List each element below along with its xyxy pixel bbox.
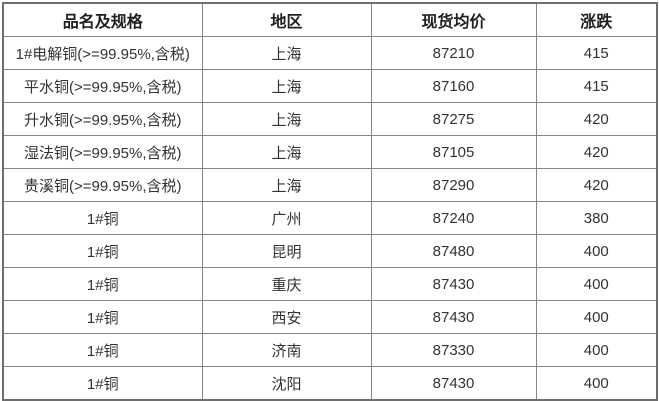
header-cell-region: 地区 (201, 2, 372, 37)
cell-spec: 1#铜 (2, 300, 203, 334)
cell-region: 上海 (201, 135, 372, 169)
cell-change: 400 (535, 267, 658, 301)
cell-region: 昆明 (201, 234, 372, 268)
cell-price: 87210 (370, 36, 537, 70)
cell-price: 87275 (370, 102, 537, 136)
cell-price: 87240 (370, 201, 537, 235)
cell-price: 87330 (370, 333, 537, 367)
cell-price: 87290 (370, 168, 537, 202)
cell-region: 上海 (201, 102, 372, 136)
cell-region: 济南 (201, 333, 372, 367)
cell-spec: 1#铜 (2, 366, 203, 401)
cell-spec: 贵溪铜(>=99.95%,含税) (2, 168, 203, 202)
cell-change: 415 (535, 69, 658, 103)
table-row: 1#电解铜(>=99.95%,含税) 上海 87210 415 (2, 36, 658, 70)
cell-region: 重庆 (201, 267, 372, 301)
cell-region: 西安 (201, 300, 372, 334)
cell-change: 400 (535, 234, 658, 268)
cell-change: 415 (535, 36, 658, 70)
cell-price: 87105 (370, 135, 537, 169)
cell-spec: 1#电解铜(>=99.95%,含税) (2, 36, 203, 70)
table-header-row: 品名及规格 地区 现货均价 涨跌 (2, 2, 658, 37)
header-cell-price: 现货均价 (370, 2, 537, 37)
cell-region: 上海 (201, 168, 372, 202)
cell-price: 87430 (370, 366, 537, 401)
cell-change: 380 (535, 201, 658, 235)
cell-spec: 1#铜 (2, 333, 203, 367)
cell-change: 400 (535, 300, 658, 334)
table-row: 1#铜 重庆 87430 400 (2, 267, 658, 301)
cell-region: 上海 (201, 36, 372, 70)
table-row: 平水铜(>=99.95%,含税) 上海 87160 415 (2, 69, 658, 103)
cell-spec: 湿法铜(>=99.95%,含税) (2, 135, 203, 169)
header-cell-change: 涨跌 (535, 2, 658, 37)
cell-change: 420 (535, 102, 658, 136)
cell-change: 420 (535, 168, 658, 202)
cell-spec: 平水铜(>=99.95%,含税) (2, 69, 203, 103)
table-row: 湿法铜(>=99.95%,含税) 上海 87105 420 (2, 135, 658, 169)
cell-change: 420 (535, 135, 658, 169)
table-row: 贵溪铜(>=99.95%,含税) 上海 87290 420 (2, 168, 658, 202)
cell-spec: 1#铜 (2, 267, 203, 301)
table-row: 1#铜 昆明 87480 400 (2, 234, 658, 268)
header-cell-spec: 品名及规格 (2, 2, 203, 37)
table-row: 1#铜 广州 87240 380 (2, 201, 658, 235)
table-row: 1#铜 沈阳 87430 400 (2, 366, 658, 401)
price-table-body: 1#电解铜(>=99.95%,含税) 上海 87210 415 平水铜(>=99.95%… (2, 36, 658, 401)
cell-region: 广州 (201, 201, 372, 235)
cell-spec: 1#铜 (2, 201, 203, 235)
table-row: 1#铜 西安 87430 400 (2, 300, 658, 334)
cell-region: 上海 (201, 69, 372, 103)
cell-price: 87480 (370, 234, 537, 268)
cell-region: 沈阳 (201, 366, 372, 401)
cell-change: 400 (535, 333, 658, 367)
cell-price: 87160 (370, 69, 537, 103)
table-row: 升水铜(>=99.95%,含税) 上海 87275 420 (2, 102, 658, 136)
cell-price: 87430 (370, 300, 537, 334)
table-row: 1#铜 济南 87330 400 (2, 333, 658, 367)
cell-spec: 1#铜 (2, 234, 203, 268)
cell-price: 87430 (370, 267, 537, 301)
cell-change: 400 (535, 366, 658, 401)
cell-spec: 升水铜(>=99.95%,含税) (2, 102, 203, 136)
